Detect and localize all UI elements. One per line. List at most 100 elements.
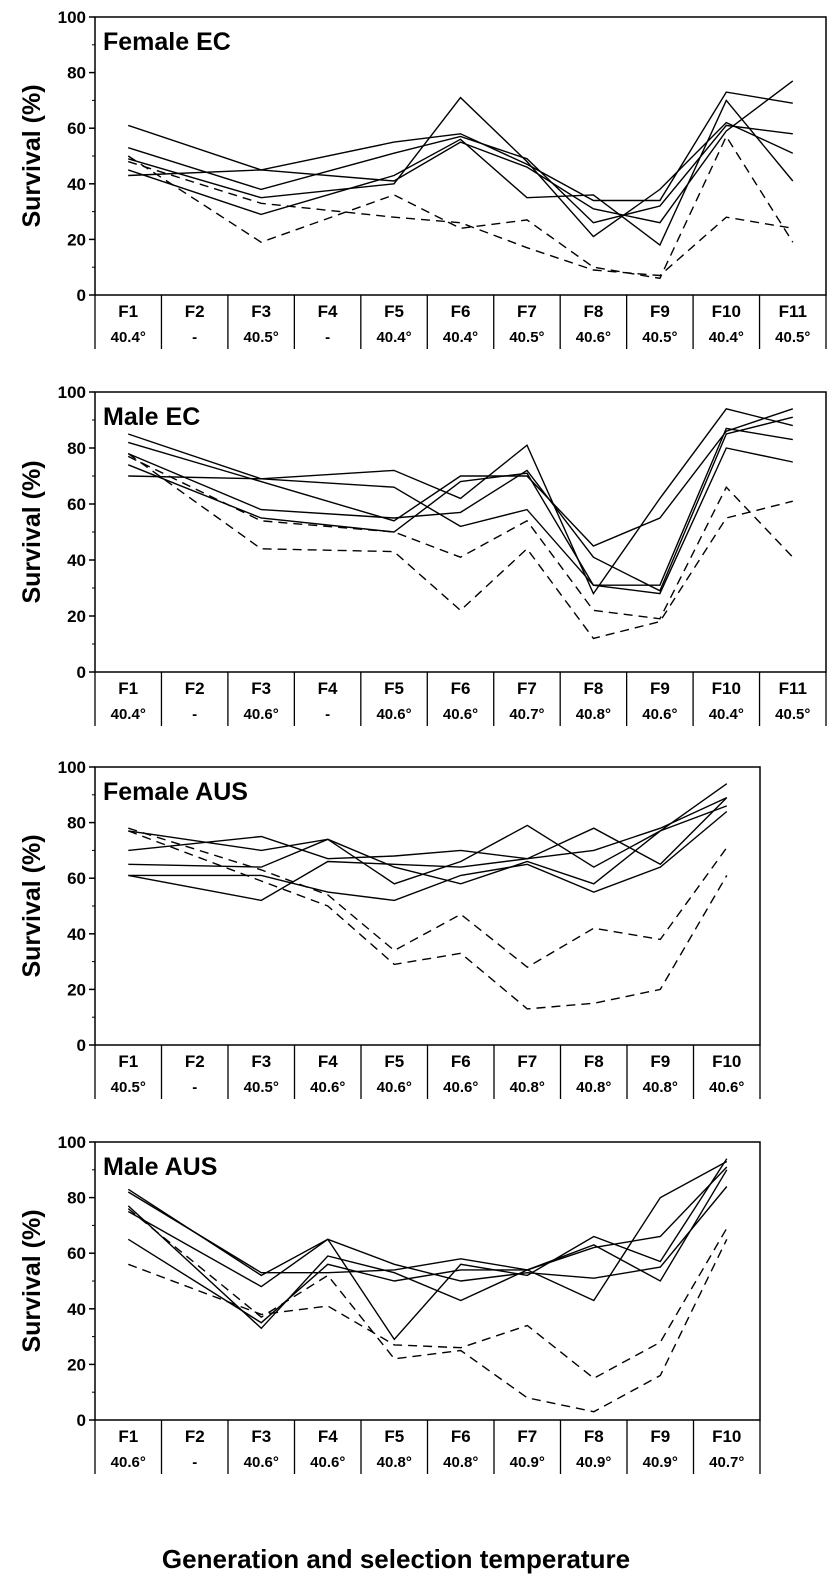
x-tick-label: F5 (384, 1427, 404, 1446)
x-tick-label: F9 (650, 1052, 670, 1071)
x-tick-label: F10 (712, 302, 741, 321)
y-tick-label: 0 (77, 663, 86, 682)
panel-3: 0 20 40 60 80 100 Survival (%) Female AUS F1 40.5… (18, 758, 761, 1099)
solid-series-line-2 (128, 797, 728, 866)
temperature-label: 40.7° (709, 1454, 744, 1471)
solid-series-line-5 (128, 796, 728, 902)
temperature-label: 40.8° (576, 1079, 611, 1096)
y-tick-label: 20 (67, 980, 86, 999)
temperature-label: 40.6° (310, 1079, 345, 1096)
dashed-series-line-6 (127, 455, 794, 620)
plot-frame (94, 16, 827, 296)
x-tick-label: F2 (185, 1427, 205, 1446)
temperature-label: 40.6° (576, 329, 611, 346)
temperature-label: 40.8° (643, 1079, 678, 1096)
x-tick-label: F10 (712, 1427, 741, 1446)
x-tick-label: F10 (712, 1052, 741, 1071)
temperature-label: 40.6° (642, 706, 677, 723)
x-tick-label: F5 (384, 679, 404, 698)
plot-frame (94, 391, 827, 673)
x-tick-label: F9 (650, 302, 670, 321)
y-tick-label: 80 (67, 1189, 86, 1208)
temperature-label: 40.4° (376, 329, 411, 346)
solid-series-line-2 (127, 124, 793, 224)
y-tick-label: 0 (77, 1411, 86, 1430)
y-tick-label: 60 (67, 119, 86, 138)
x-tick-label: F4 (318, 302, 338, 321)
temperature-label: 40.5° (775, 329, 810, 346)
x-tick-label: F2 (185, 302, 205, 321)
y-axis-label: Survival (%) (18, 834, 46, 977)
panel-title: Female AUS (103, 778, 248, 806)
temperature-label: 40.9° (576, 1454, 611, 1471)
solid-series-line-4 (127, 1186, 728, 1288)
temperature-label: 40.5° (775, 706, 810, 723)
temperature-label: 40.8° (576, 706, 611, 723)
solid-series-line-3 (128, 805, 728, 885)
x-tick-label: F1 (118, 1427, 138, 1446)
x-axis-title: Generation and selection temperature (162, 1544, 630, 1574)
panel-1: 0 20 40 60 80 100 Survival (%) Female EC F1 40.4°… (18, 8, 827, 349)
panel-4: 0 20 40 60 80 100 Survival (%) Male AUS F1 40.6° F… (18, 1133, 761, 1474)
y-tick-label: 100 (58, 383, 86, 402)
temperature-label: 40.5° (111, 1079, 146, 1096)
solid-series-line-2 (128, 408, 794, 547)
x-tick-label: F6 (451, 679, 471, 698)
temperature-label: 40.5° (642, 329, 677, 346)
x-tick-label: F4 (318, 679, 338, 698)
x-tick-label: F6 (451, 1427, 471, 1446)
dashed-series-line-7 (127, 1208, 728, 1413)
temperature-label: 40.6° (443, 1079, 478, 1096)
temperature-label: - (192, 1454, 197, 1471)
y-axis-label: Survival (%) (18, 1209, 46, 1352)
y-tick-label: 100 (58, 1133, 86, 1152)
x-tick-label: F7 (517, 1052, 537, 1071)
temperature-label: - (325, 706, 330, 723)
temperature-label: 40.5° (509, 329, 544, 346)
dashed-series-line-6 (128, 1227, 728, 1380)
panel-title: Female EC (103, 28, 231, 56)
temperature-label: 40.4° (709, 329, 744, 346)
temperature-label: 40.4° (443, 329, 478, 346)
y-tick-label: 60 (67, 869, 86, 888)
solid-series-line-1 (127, 91, 793, 202)
x-tick-label: F10 (712, 679, 741, 698)
x-tick-label: F3 (251, 679, 271, 698)
y-tick-label: 60 (67, 1244, 86, 1263)
x-tick-label: F3 (251, 1052, 271, 1071)
solid-series-line-4 (127, 99, 794, 247)
x-tick-label: F11 (779, 679, 807, 698)
x-tick-label: F3 (251, 302, 271, 321)
y-axis-label: Survival (%) (18, 460, 46, 603)
y-tick-label: 40 (67, 175, 86, 194)
dashed-series-line-6 (127, 135, 794, 280)
panel-title: Male AUS (103, 1153, 217, 1181)
x-tick-label: F8 (583, 302, 603, 321)
temperature-label: - (192, 1079, 197, 1096)
solid-series-line-5 (128, 427, 793, 586)
temperature-label: 40.6° (443, 706, 478, 723)
y-tick-label: 20 (67, 230, 86, 249)
temperature-label: 40.8° (510, 1079, 545, 1096)
plot-frame (94, 766, 761, 1046)
x-tick-label: F7 (517, 302, 537, 321)
solid-series-line-3 (128, 96, 794, 238)
x-tick-label: F11 (779, 302, 807, 321)
y-tick-label: 80 (67, 439, 86, 458)
x-tick-label: F8 (584, 1052, 604, 1071)
temperature-label: - (192, 329, 197, 346)
temperature-label: 40.6° (244, 706, 279, 723)
x-tick-label: F2 (185, 1052, 205, 1071)
x-tick-label: F1 (118, 1052, 138, 1071)
y-tick-label: 0 (77, 286, 86, 305)
y-tick-label: 80 (67, 814, 86, 833)
x-tick-label: F7 (517, 1427, 537, 1446)
temperature-label: 40.6° (376, 706, 411, 723)
x-tick-label: F3 (251, 1427, 271, 1446)
temperature-label: 40.6° (377, 1079, 412, 1096)
y-tick-label: 40 (67, 925, 86, 944)
y-tick-label: 20 (67, 1355, 86, 1374)
temperature-label: 40.9° (510, 1454, 545, 1471)
x-tick-label: F9 (650, 679, 670, 698)
